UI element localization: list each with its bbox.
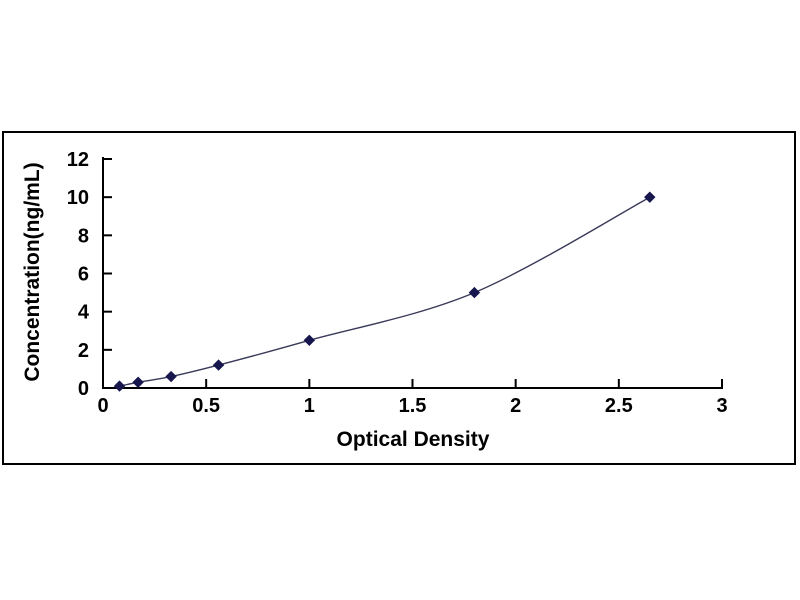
data-point-marker [468, 286, 481, 299]
x-tick-label: 0 [97, 395, 108, 417]
y-tick-label: 6 [78, 264, 89, 286]
x-axis-title: Optical Density [336, 428, 490, 451]
x-tick-label: 2.5 [605, 395, 633, 417]
y-tick-label: 0 [78, 378, 89, 400]
x-tick-label: 0.5 [192, 395, 220, 417]
y-tick-label: 2 [78, 340, 89, 362]
data-point-marker [165, 370, 177, 383]
data-point-marker [132, 376, 144, 388]
x-tick-label: 1.5 [399, 395, 427, 417]
data-point-marker [212, 359, 225, 371]
x-tick-label: 3 [716, 395, 727, 417]
chart-frame [2, 131, 796, 465]
data-point-marker [113, 380, 126, 392]
x-tick-label: 1 [304, 395, 315, 417]
data-point-marker [644, 191, 656, 203]
standard-curve-line [119, 196, 651, 387]
y-tick-label: 10 [67, 187, 89, 209]
y-axis-title: Concentration(ng/mL) [21, 162, 44, 382]
y-tick-label: 12 [67, 149, 89, 171]
y-tick-label: 4 [78, 302, 90, 324]
x-tick-label: 2 [510, 395, 521, 417]
y-tick-label: 8 [78, 225, 89, 247]
data-point-marker [303, 334, 316, 346]
